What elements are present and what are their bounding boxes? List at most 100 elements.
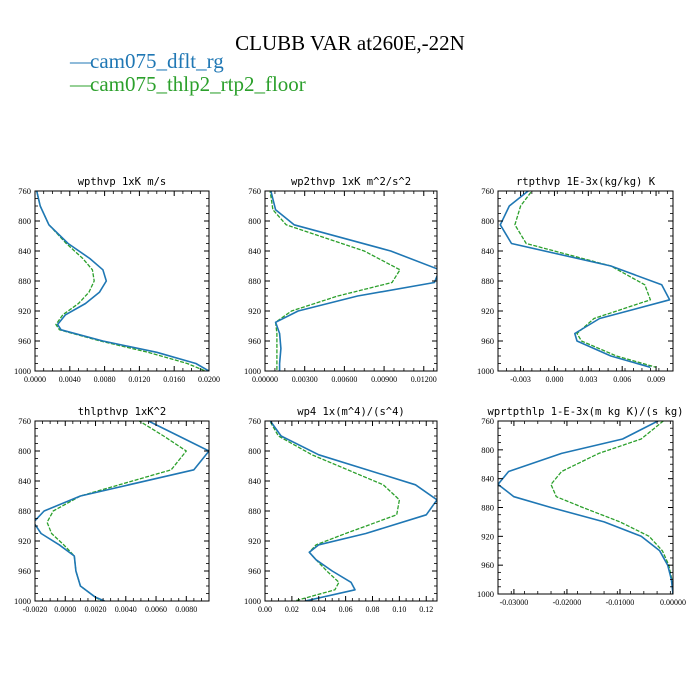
x-tick-label: 0.10: [392, 605, 406, 614]
panel-5: wp4 1x(m^4)/(s^4)76080084088092096010000…: [244, 406, 438, 614]
y-tick-label: 760: [248, 186, 261, 196]
plot-frame: [264, 190, 438, 372]
y-tick-label: 880: [18, 506, 31, 516]
y-tick-label: 840: [481, 246, 494, 256]
x-tick-label: -0.003: [510, 375, 531, 384]
y-tick-label: 760: [18, 186, 31, 196]
y-tick-label: 800: [18, 216, 31, 226]
page-title: CLUBB VAR at260E,-22N: [235, 31, 465, 55]
series-line-1: [498, 421, 673, 594]
y-tick-label: 920: [481, 531, 494, 541]
y-tick-label: 760: [481, 186, 494, 196]
x-tick-label: 0.12: [419, 605, 433, 614]
y-tick-label: 880: [481, 276, 494, 286]
x-tick-label: 0.0160: [163, 375, 185, 384]
series-line-2: [514, 191, 657, 368]
x-tick-label: 0.003: [579, 375, 597, 384]
y-tick-label: 760: [248, 416, 261, 426]
x-tick-label: 0.00000: [252, 375, 278, 384]
y-tick-label: 760: [18, 416, 31, 426]
x-tick-label: 0.0080: [94, 375, 116, 384]
y-tick-label: 960: [481, 560, 494, 570]
y-tick-label: 920: [481, 306, 494, 316]
x-tick-label: 0.01200: [411, 375, 437, 384]
x-tick-label: 0.00600: [331, 375, 357, 384]
x-tick-label: 0.00900: [371, 375, 397, 384]
x-tick-label: 0.0200: [198, 375, 220, 384]
x-tick-label: 0.0040: [59, 375, 81, 384]
x-tick-label: -0.01000: [606, 598, 635, 607]
panel-title: wp4 1x(m^4)/(s^4): [297, 406, 404, 418]
series-group: [498, 421, 673, 594]
x-tick-label: 0.08: [366, 605, 380, 614]
y-tick-label: 880: [18, 276, 31, 286]
y-tick-label: 1000: [14, 596, 31, 606]
x-tick-label: 0.0000: [54, 605, 76, 614]
legend-line-icon: —: [70, 72, 91, 96]
y-tick-label: 800: [248, 446, 261, 456]
x-tick-label: 0.0020: [85, 605, 107, 614]
series-line-1: [270, 191, 437, 371]
x-tick-label: 0.0120: [128, 375, 150, 384]
y-tick-label: 1000: [244, 366, 261, 376]
y-tick-label: 840: [18, 246, 31, 256]
y-tick-label: 880: [248, 276, 261, 286]
y-tick-label: 960: [248, 566, 261, 576]
x-tick-label: 0.0000: [24, 375, 46, 384]
y-tick-label: 1000: [477, 589, 494, 599]
series-line-2: [269, 421, 401, 601]
y-tick-label: 800: [481, 216, 494, 226]
series-group: [499, 191, 671, 369]
y-tick-label: 920: [18, 536, 31, 546]
x-tick-label: -0.0020: [23, 605, 48, 614]
plot-frame: [264, 420, 438, 602]
series-line-2: [550, 421, 673, 594]
legend-label: cam075_thlp2_rtp2_floor: [90, 72, 306, 96]
panel-3: rtpthvp 1E-3x(kg/kg) K 760 800 840 880 920 960…: [477, 176, 674, 384]
x-tick-label: 0.000: [545, 375, 563, 384]
y-tick-label: 840: [481, 474, 494, 484]
y-tick-label: 920: [248, 536, 261, 546]
y-tick-label: 800: [18, 446, 31, 456]
legend: —cam075_dflt_rg —cam075_thlp2_rtp2_floor: [70, 50, 306, 96]
legend-line-icon: —: [70, 49, 91, 73]
y-tick-label: 840: [18, 476, 31, 486]
y-tick-label: 960: [248, 336, 261, 346]
y-tick-label: 880: [248, 506, 261, 516]
y-tick-label: 960: [18, 566, 31, 576]
x-tick-label: 0.00: [258, 605, 272, 614]
series-group: [35, 421, 209, 601]
legend-label: cam075_dflt_rg: [90, 49, 224, 73]
x-tick-label: 0.04: [312, 605, 326, 614]
y-tick-label: 960: [481, 336, 494, 346]
legend-item-series1: —cam075_dflt_rg: [70, 50, 306, 73]
x-tick-label: 0.0080: [175, 605, 197, 614]
series-line-1: [499, 191, 671, 369]
x-tick-label: 0.009: [647, 375, 665, 384]
y-tick-label: 960: [18, 336, 31, 346]
y-tick-label: 1000: [477, 366, 494, 376]
panel-title: rtpthvp 1E-3x(kg/kg) K: [516, 176, 656, 188]
series-line-1: [269, 421, 437, 601]
x-tick-label: 0.0040: [115, 605, 137, 614]
panel-title: wp2thvp 1xK m^2/s^2: [291, 176, 411, 188]
y-tick-label: 800: [248, 216, 261, 226]
series-line-2: [46, 421, 187, 601]
y-tick-label: 840: [248, 246, 261, 256]
y-tick-label: 880: [481, 503, 494, 513]
series-line-1: [35, 421, 209, 601]
x-tick-label: 0.0060: [145, 605, 167, 614]
series-group: [35, 191, 209, 371]
panel-title: thlpthvp 1xK^2: [78, 406, 167, 418]
panel-title: wprtpthlp 1-E-3x(m kg K)/(s kg): [488, 406, 684, 418]
legend-item-series2: —cam075_thlp2_rtp2_floor: [70, 73, 306, 96]
x-tick-label: 0.006: [613, 375, 631, 384]
y-tick-label: 760: [481, 416, 494, 426]
y-tick-label: 920: [248, 306, 261, 316]
y-tick-label: 840: [248, 476, 261, 486]
series-group: [269, 191, 437, 371]
panel-4: thlpthvp 1xK^2 760 800 840 880 920 960 1000-0.0…: [14, 406, 210, 614]
y-tick-label: 920: [18, 306, 31, 316]
